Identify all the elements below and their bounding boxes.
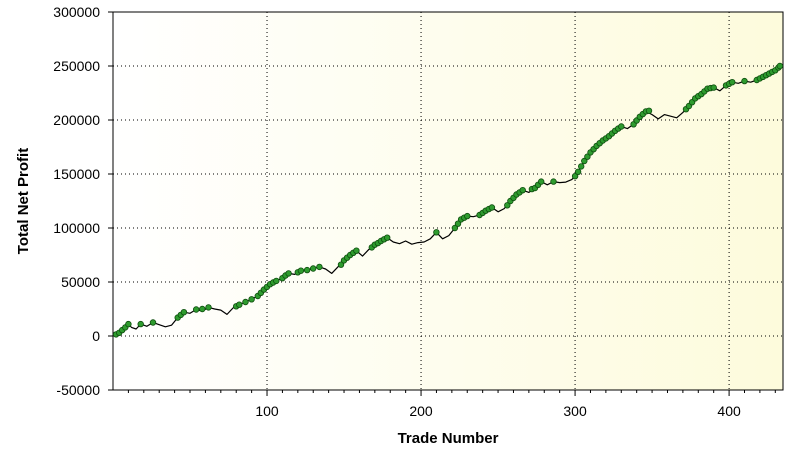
new-high-marker	[310, 265, 317, 272]
y-axis-title: Total Net Profit	[15, 148, 32, 254]
new-high-marker	[584, 153, 591, 160]
plot-area	[112, 11, 784, 391]
new-high-marker	[285, 270, 292, 277]
x-tick-label: 100	[255, 403, 279, 419]
new-high-marker	[242, 298, 249, 306]
new-high-marker	[149, 319, 157, 326]
equity-line	[112, 65, 781, 337]
y-tick-label: -50000	[56, 382, 100, 398]
new-high-marker	[353, 247, 360, 254]
new-high-marker	[297, 267, 305, 274]
y-tick-label: 100000	[53, 220, 100, 236]
new-high-marker	[137, 320, 144, 328]
y-tick-label: 50000	[61, 274, 100, 290]
new-high-marker	[337, 261, 345, 268]
new-high-marker	[303, 266, 311, 274]
new-high-marker	[192, 306, 200, 313]
new-high-marker	[574, 168, 582, 175]
new-high-marker	[710, 84, 717, 91]
new-high-marker	[199, 305, 206, 313]
new-high-marker	[180, 309, 188, 316]
y-tick-label: 300000	[53, 4, 100, 20]
new-high-marker	[618, 123, 625, 130]
new-high-marker	[519, 186, 526, 194]
new-high-marker	[504, 202, 511, 209]
new-high-marker	[316, 263, 323, 271]
new-high-marker	[571, 172, 579, 180]
new-high-marker	[645, 107, 653, 114]
equity-line-group	[112, 65, 781, 337]
new-high-markers	[112, 62, 784, 338]
x-axis-title: Trade Number	[398, 430, 499, 447]
new-high-marker	[433, 229, 440, 236]
new-high-marker	[125, 320, 132, 328]
new-high-marker	[578, 163, 585, 170]
new-high-marker	[451, 224, 459, 232]
new-high-marker	[273, 277, 280, 285]
y-axis-ticks: -50000 0 50000 100000 150000 200000 250000 3000…	[53, 4, 113, 398]
new-high-marker	[550, 178, 557, 185]
new-high-marker	[488, 204, 496, 211]
new-high-marker	[776, 62, 784, 70]
y-tick-label: 250000	[53, 58, 100, 74]
new-high-marker	[205, 304, 212, 311]
new-high-marker	[729, 78, 736, 86]
x-tick-label: 400	[717, 403, 741, 419]
x-tick-label: 200	[409, 403, 433, 419]
y-tick-label: 200000	[53, 112, 100, 128]
new-high-marker	[538, 178, 545, 185]
y-tick-label: 150000	[53, 166, 100, 182]
x-tick-label: 300	[563, 403, 587, 419]
y-tick-label: 0	[92, 328, 100, 344]
new-high-marker	[236, 301, 243, 308]
new-high-marker	[454, 220, 462, 227]
new-high-marker	[248, 296, 255, 303]
new-high-marker	[581, 157, 588, 165]
x-axis-ticks: 100 200 300 400	[127, 390, 776, 419]
new-high-marker	[741, 77, 748, 85]
new-high-marker	[384, 234, 391, 241]
new-high-marker	[464, 212, 471, 220]
